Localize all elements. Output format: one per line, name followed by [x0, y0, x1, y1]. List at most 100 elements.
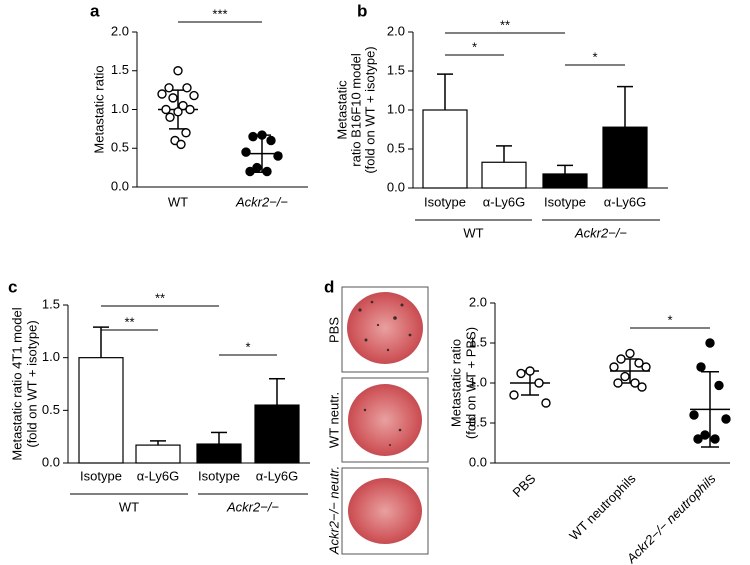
data-point	[705, 338, 715, 348]
x-tick-label: Isotype	[198, 468, 240, 483]
data-point	[252, 162, 262, 173]
data-point	[266, 135, 276, 146]
x-tick-label: Isotype	[80, 468, 122, 483]
data-point	[185, 104, 195, 115]
data-point	[634, 358, 644, 368]
data-point	[189, 90, 199, 101]
data-point	[620, 371, 630, 382]
y-tick-label: 1.5	[111, 62, 129, 77]
x-tick-label: WT neutrophils	[566, 471, 639, 544]
lung-image	[348, 478, 422, 544]
data-point	[509, 390, 519, 400]
y-tick-label: 1.0	[111, 101, 129, 116]
y-tick-label: 1.0	[42, 349, 60, 364]
data-point	[609, 362, 619, 372]
y-axis-label: Metastatic ratio	[91, 65, 106, 153]
significance-label: *	[592, 49, 597, 64]
data-point	[182, 83, 192, 93]
x-tick-label: Isotype	[544, 194, 586, 209]
data-point	[541, 398, 551, 408]
data-point	[625, 348, 635, 359]
data-point	[630, 378, 640, 388]
significance-label: *	[472, 39, 477, 54]
y-tick-label: 2.0	[387, 23, 405, 38]
significance-label: *	[667, 312, 672, 327]
data-point	[689, 410, 699, 420]
data-point	[721, 414, 731, 424]
data-point	[241, 147, 251, 157]
panel-label: a	[90, 1, 100, 20]
group-label: WT	[119, 499, 139, 514]
y-tick-label: 1.0	[469, 374, 487, 389]
data-point	[168, 93, 178, 103]
data-point	[273, 151, 283, 161]
group-label: WT	[463, 225, 483, 240]
data-point	[710, 434, 720, 444]
data-point	[696, 362, 706, 372]
significance-label: *	[245, 339, 250, 354]
bar	[481, 161, 527, 189]
y-tick-label: 1.5	[469, 334, 487, 349]
y-axis-label: ratio B16F10 model	[348, 53, 363, 167]
y-tick-label: 1.5	[42, 296, 60, 311]
bar	[196, 443, 242, 464]
x-tick-label: Ackr2−/−	[235, 194, 288, 209]
image-label: WT neutr.	[326, 392, 341, 448]
bar	[542, 173, 588, 189]
data-point	[165, 112, 175, 122]
group-label: Ackr2−/−	[574, 225, 627, 240]
panel-label: d	[324, 277, 334, 296]
data-point	[700, 430, 710, 440]
data-point	[262, 166, 272, 177]
data-point	[693, 434, 703, 444]
data-point	[641, 362, 651, 372]
x-tick-label: α-Ly6G	[137, 468, 179, 483]
x-tick-label: Ackr2−/− neutrophils	[623, 471, 719, 565]
y-tick-label: 0.5	[111, 140, 129, 155]
data-point	[616, 354, 626, 364]
y-tick-label: 0.0	[42, 454, 60, 469]
x-tick-label: PBS	[510, 471, 539, 500]
y-axis-label: Metastatic ratio 4T1 model	[9, 307, 24, 460]
data-point	[714, 380, 724, 391]
data-point	[525, 366, 535, 376]
data-point	[181, 128, 191, 138]
data-point	[248, 131, 258, 142]
image-label: Ackr2−/− neutr.	[326, 466, 341, 555]
data-point	[516, 368, 526, 379]
data-point	[173, 66, 183, 76]
y-tick-label: 0.0	[469, 454, 487, 469]
y-axis-label: Metastatic	[334, 80, 349, 140]
x-tick-label: α-Ly6G	[256, 468, 298, 483]
significance-label: **	[500, 17, 510, 32]
y-tick-label: 2.0	[469, 294, 487, 309]
y-axis-label: Metastatic ratio	[448, 339, 463, 427]
lung-images	[341, 286, 429, 555]
data-point	[613, 378, 623, 388]
data-point	[176, 139, 186, 150]
data-point	[637, 382, 647, 392]
bar	[135, 444, 181, 464]
y-tick-label: 2.0	[111, 23, 129, 38]
significance-label: ***	[212, 6, 227, 21]
bar	[602, 126, 648, 189]
bar	[422, 109, 468, 189]
x-tick-label: WT	[168, 194, 188, 209]
bar	[78, 357, 124, 464]
lung-spots	[358, 300, 412, 446]
significance-label: **	[124, 314, 134, 329]
y-tick-label: 1.5	[387, 62, 405, 77]
image-label: PBS	[326, 317, 341, 343]
group-label: Ackr2−/−	[226, 499, 279, 514]
lung-image	[347, 292, 423, 364]
data-point	[164, 83, 174, 93]
x-tick-label: α-Ly6G	[483, 194, 525, 209]
y-axis-label: (fold on WT + isotype)	[362, 46, 377, 173]
data-point	[534, 378, 544, 388]
panel-label: c	[8, 277, 17, 296]
y-axis-label: (fold on WT + isotype)	[24, 320, 39, 447]
y-tick-label: 0.5	[469, 414, 487, 429]
y-tick-label: 0.0	[111, 178, 129, 193]
lung-image	[348, 384, 422, 456]
y-tick-label: 0.5	[42, 402, 60, 417]
